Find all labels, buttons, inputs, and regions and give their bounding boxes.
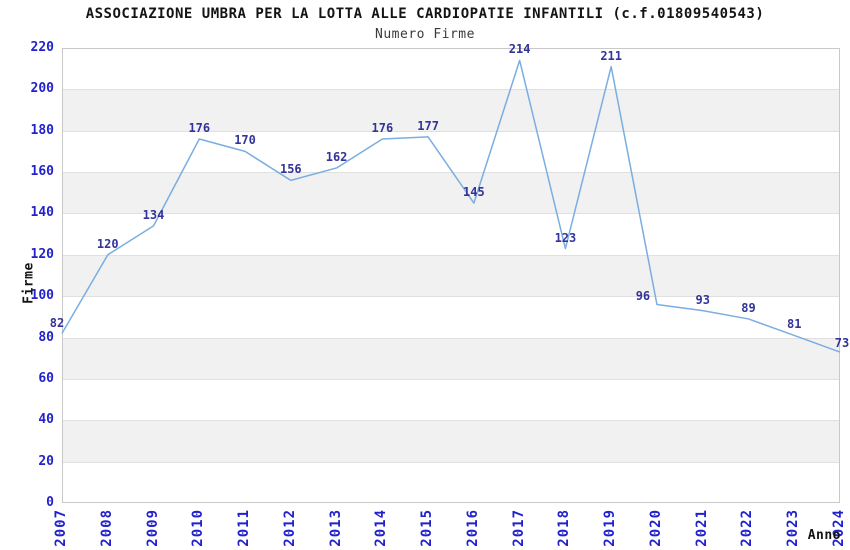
chart-subtitle: Numero Firme — [375, 27, 475, 42]
x-tick-label: 2012 — [281, 509, 298, 547]
gridline — [63, 172, 839, 174]
data-label: 96 — [635, 289, 651, 304]
data-label: 93 — [695, 292, 710, 307]
data-label: 162 — [325, 149, 348, 164]
gridline — [63, 254, 839, 256]
x-tick-label: 2021 — [693, 509, 710, 547]
y-tick-label: 140 — [30, 205, 54, 221]
y-axis-title: Firme — [21, 262, 37, 304]
data-label: 123 — [554, 230, 577, 245]
data-label: 176 — [371, 121, 394, 135]
data-label: 156 — [279, 162, 302, 177]
y-tick-label: 0 — [46, 495, 54, 510]
y-tick-label: 40 — [38, 412, 54, 428]
grid-band — [63, 420, 839, 462]
gridline — [63, 461, 839, 463]
x-tick-label: 2014 — [373, 509, 390, 547]
x-tick-label: 2011 — [236, 509, 253, 547]
data-label: 170 — [234, 133, 256, 148]
y-tick-label: 120 — [30, 246, 54, 262]
x-tick-label: 2013 — [327, 509, 344, 547]
y-tick-label: 100 — [30, 288, 54, 304]
grid-band — [63, 172, 839, 214]
data-label: 134 — [142, 207, 165, 222]
grid-band — [63, 254, 839, 297]
x-tick-label: 2010 — [190, 509, 207, 547]
gridline — [63, 296, 839, 298]
data-label: 176 — [188, 121, 211, 135]
x-tick-label: 2008 — [98, 509, 115, 547]
chart-title: ASSOCIAZIONE UMBRA PER LA LOTTA ALLE CAR… — [85, 6, 765, 22]
x-tick-label: 2023 — [785, 509, 802, 547]
x-axis-title: Anno — [807, 528, 841, 543]
gridline — [63, 378, 839, 380]
x-tick-label: 2017 — [510, 509, 527, 547]
x-tick-label: 2018 — [556, 509, 573, 547]
gridline — [63, 337, 839, 339]
data-label: 214 — [508, 42, 531, 57]
data-label: 89 — [741, 300, 756, 315]
data-label: 81 — [787, 317, 802, 332]
data-label: 177 — [417, 118, 439, 133]
data-label: 120 — [96, 236, 119, 251]
gridline — [63, 213, 839, 215]
x-tick-label: 2007 — [53, 509, 69, 547]
data-label: 211 — [600, 48, 623, 63]
gridline — [63, 89, 839, 91]
y-tick-label: 20 — [38, 453, 54, 469]
x-tick-label: 2009 — [144, 509, 161, 547]
x-tick-label: 2022 — [739, 509, 756, 547]
plot-area — [62, 48, 840, 503]
data-label: 73 — [834, 336, 850, 351]
y-tick-label: 200 — [30, 81, 54, 97]
x-tick-label: 2016 — [464, 509, 481, 547]
data-label: 82 — [49, 316, 65, 331]
x-tick-label: 2019 — [602, 509, 619, 547]
grid-band — [63, 337, 839, 379]
gridline — [63, 130, 839, 132]
y-tick-label: 80 — [38, 329, 54, 345]
gridline — [63, 420, 839, 422]
y-tick-label: 60 — [38, 370, 54, 386]
x-tick-label: 2015 — [419, 509, 436, 547]
data-label: 145 — [463, 185, 485, 200]
y-tick-label: 220 — [30, 40, 54, 55]
y-tick-label: 180 — [30, 122, 54, 138]
x-tick-label: 2020 — [647, 509, 664, 547]
grid-band — [63, 89, 839, 131]
y-tick-label: 160 — [30, 164, 54, 180]
